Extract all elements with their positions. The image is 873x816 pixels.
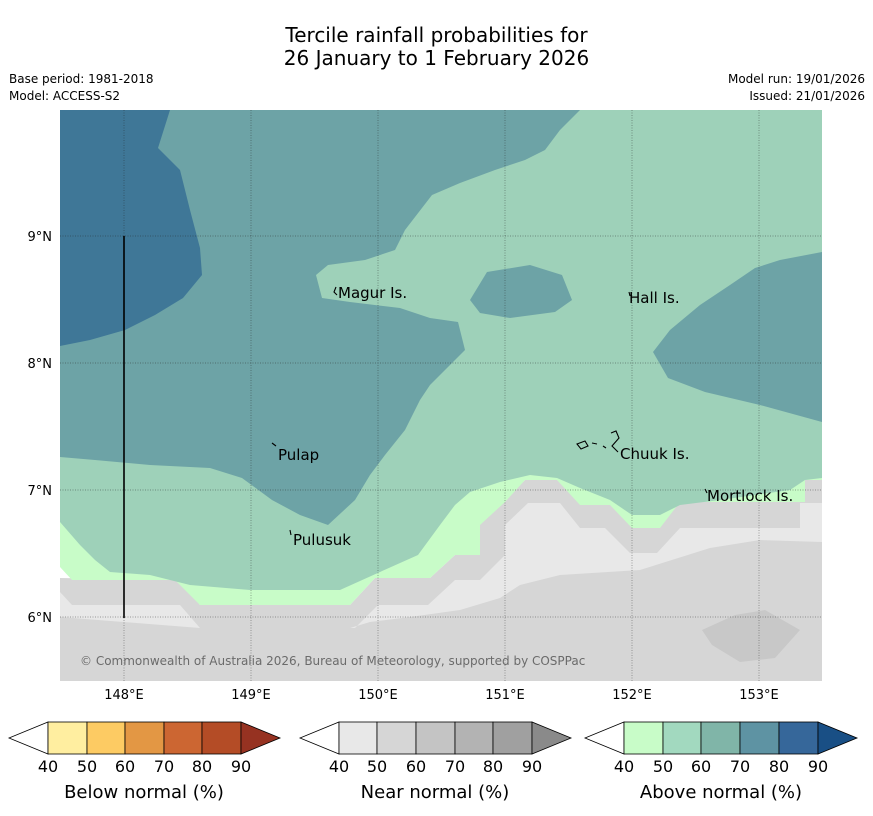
cb-above-title: Above normal (%) [640, 782, 802, 803]
colorbar-below-normal: 40 50 60 70 80 90 Below normal (%) [7, 721, 282, 803]
lat-tick-7n: 7°N [28, 484, 53, 499]
lon-tick-150e: 150°E [358, 688, 398, 703]
near-normal-60-70-blob [702, 610, 800, 662]
cb-below-tick-80: 80 [192, 757, 212, 776]
cb-below-tick-60: 60 [115, 757, 135, 776]
lon-tick-148e: 148°E [104, 688, 144, 703]
cb-near-seg-40-50 [338, 721, 378, 755]
map-plot-area: Magur Is. Hall Is. Pulap Chuuk Is. Mortl… [60, 110, 822, 681]
meta-right: Model run: 19/01/2026 Issued: 21/01/2026 [728, 71, 865, 105]
base-period: Base period: 1981-2018 [9, 72, 154, 86]
colorbar-above-normal: 40 50 60 70 80 90 Above normal (%) [583, 721, 859, 803]
cb-above-seg-under [583, 721, 625, 755]
cb-below-title: Below normal (%) [64, 782, 224, 803]
cb-near-seg-70-80 [454, 721, 494, 755]
label-hall: Hall Is. [629, 289, 680, 307]
lon-tick-153e: 153°E [739, 688, 779, 703]
label-pulap: Pulap [278, 446, 319, 464]
cb-above-tick-70: 70 [730, 757, 750, 776]
cb-near-tick-70: 70 [445, 757, 465, 776]
cb-near-seg-80-90 [492, 721, 533, 755]
cb-near-seg-under [298, 721, 340, 755]
colorbar-near-normal: 40 50 60 70 80 90 Near normal (%) [298, 721, 573, 803]
island-outlines [271, 286, 708, 536]
cb-above-tick-40: 40 [614, 757, 634, 776]
label-chuuk: Chuuk Is. [620, 445, 689, 463]
label-pulusuk: Pulusuk [293, 531, 351, 549]
cb-above-seg-70-80 [739, 721, 780, 755]
cb-near-tick-40: 40 [329, 757, 349, 776]
copyright-text: © Commonwealth of Australia 2026, Bureau… [80, 654, 585, 668]
model-run: Model run: 19/01/2026 [727, 72, 865, 86]
lon-tick-149e: 149°E [231, 688, 271, 703]
cb-below-seg-over [240, 721, 282, 755]
cb-near-tick-90: 90 [522, 757, 542, 776]
lat-tick-8n: 8°N [28, 357, 53, 372]
lat-tick-6n: 6°N [28, 611, 53, 626]
cb-above-tick-60: 60 [691, 757, 711, 776]
meta-left: Base period: 1981-2018 Model: ACCESS-S2 [9, 71, 154, 105]
cb-below-tick-90: 90 [231, 757, 251, 776]
cb-above-tick-50: 50 [653, 757, 673, 776]
cb-near-seg-over [531, 721, 573, 755]
cb-below-seg-under [7, 721, 49, 755]
cb-above-seg-60-70 [700, 721, 741, 755]
above-normal-70-80 [60, 110, 202, 346]
cb-below-seg-60-70 [124, 721, 165, 755]
label-magur: Magur Is. [338, 284, 407, 302]
cb-above-tick-90: 90 [808, 757, 828, 776]
label-mortlock: Mortlock Is. [707, 487, 793, 505]
cb-above-seg-40-50 [623, 721, 664, 755]
cb-above-seg-50-60 [662, 721, 702, 755]
cb-below-seg-70-80 [163, 721, 203, 755]
cb-near-seg-50-60 [376, 721, 417, 755]
cb-below-tick-70: 70 [154, 757, 174, 776]
model-name: Model: ACCESS-S2 [9, 89, 121, 103]
lon-tick-152e: 152°E [612, 688, 652, 703]
cb-above-tick-80: 80 [769, 757, 789, 776]
cb-near-tick-60: 60 [406, 757, 426, 776]
above-normal-60-70-blob [470, 265, 572, 318]
cb-below-seg-80-90 [201, 721, 242, 755]
lon-tick-151e: 151°E [485, 688, 525, 703]
cb-below-seg-40-50 [47, 721, 88, 755]
cb-near-tick-80: 80 [483, 757, 503, 776]
title-line-1: Tercile rainfall probabilities for [285, 23, 588, 47]
map-title: Tercile rainfall probabilities for 26 Ja… [0, 24, 873, 70]
issued-date: Issued: 21/01/2026 [749, 89, 865, 103]
lat-tick-9n: 9°N [28, 230, 53, 245]
cb-below-seg-50-60 [86, 721, 126, 755]
cb-near-seg-60-70 [415, 721, 456, 755]
title-line-2: 26 January to 1 February 2026 [283, 46, 590, 70]
cb-above-seg-over [817, 721, 859, 755]
cb-below-tick-40: 40 [38, 757, 58, 776]
cb-below-tick-50: 50 [77, 757, 97, 776]
near-normal-40-50 [60, 503, 822, 628]
above-normal-60-70-east [653, 252, 822, 422]
cb-near-tick-50: 50 [367, 757, 387, 776]
cb-above-seg-80-90 [778, 721, 819, 755]
cb-near-title: Near normal (%) [361, 782, 510, 803]
